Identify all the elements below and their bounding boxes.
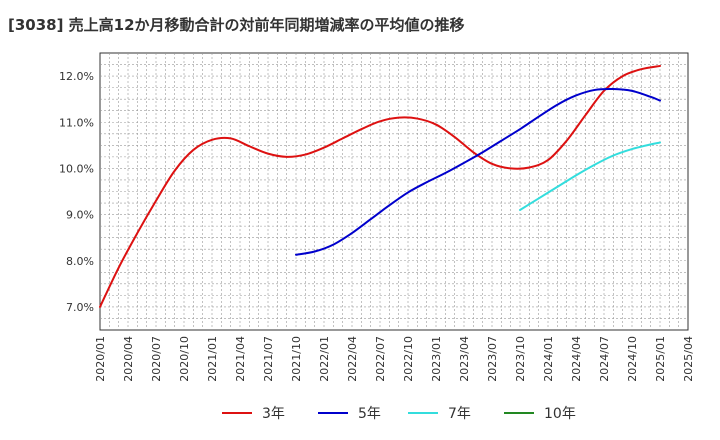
y-tick-label: 12.0% [59, 70, 94, 83]
x-tick-label: 2023/10 [514, 336, 527, 382]
series-line-5yr [295, 87, 661, 256]
legend-label: 3年 [262, 406, 285, 422]
x-tick-label: 2024/10 [626, 336, 639, 382]
x-tick-label: 2021/01 [206, 336, 219, 382]
x-tick-label: 2023/07 [486, 336, 499, 382]
series-line-7yr [519, 141, 661, 211]
legend-label: 7年 [448, 406, 471, 422]
x-tick-label: 2024/01 [542, 336, 555, 382]
x-tick-label: 2021/10 [290, 336, 303, 382]
y-tick-label: 10.0% [59, 162, 94, 175]
x-tick-label: 2025/01 [654, 336, 667, 382]
x-tick-label: 2020/10 [178, 336, 191, 382]
x-tick-label: 2024/07 [598, 336, 611, 382]
x-tick-label: 2020/04 [122, 336, 135, 382]
y-tick-label: 8.0% [66, 255, 94, 268]
y-tick-label: 11.0% [59, 116, 94, 129]
x-tick-label: 2021/04 [234, 336, 247, 382]
x-tick-label: 2022/07 [374, 336, 387, 382]
x-tick-label: 2020/07 [150, 336, 163, 382]
x-tick-label: 2024/04 [570, 336, 583, 382]
x-tick-label: 2022/10 [402, 336, 415, 382]
x-tick-label: 2023/04 [458, 336, 471, 382]
x-tick-label: 2020/01 [94, 336, 107, 382]
y-tick-label: 9.0% [66, 209, 94, 222]
legend-label: 10年 [544, 406, 576, 422]
series-line-3yr [99, 64, 661, 308]
x-tick-label: 2022/04 [346, 336, 359, 382]
x-tick-label: 2021/07 [262, 336, 275, 382]
x-tick-label: 2025/04 [682, 336, 695, 382]
x-tick-label: 2022/01 [318, 336, 331, 382]
x-tick-label: 2023/01 [430, 336, 443, 382]
legend-label: 5年 [358, 406, 381, 422]
y-tick-label: 7.0% [66, 301, 94, 314]
chart-title: [3038] 売上高12か月移動合計の対前年同期増減率の平均値の推移 [8, 16, 465, 34]
